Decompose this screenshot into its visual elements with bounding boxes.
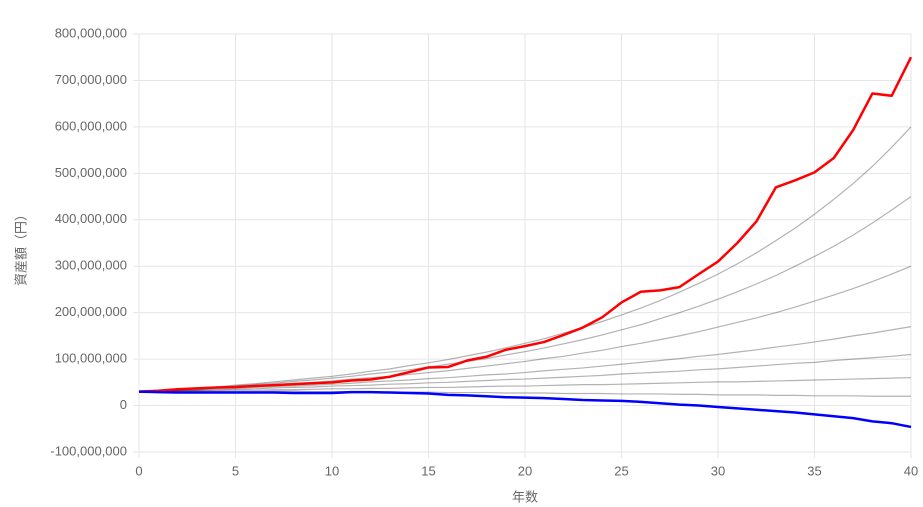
x-tick-label: 15 xyxy=(421,463,435,478)
x-tick-label: 10 xyxy=(325,463,339,478)
x-tick-label: 0 xyxy=(135,463,142,478)
y-tick-label: 0 xyxy=(120,397,127,412)
x-tick-label: 25 xyxy=(614,463,628,478)
series-line xyxy=(138,326,912,393)
series-line xyxy=(138,353,912,393)
y-tick-label: -100,000,000 xyxy=(50,443,127,458)
x-axis-title: 年数 xyxy=(512,489,538,504)
series-line xyxy=(138,390,912,429)
y-tick-label: 600,000,000 xyxy=(55,118,127,133)
y-tick-label: 800,000,000 xyxy=(55,25,127,40)
x-tick-label: 35 xyxy=(807,463,821,478)
x-tick-label: 30 xyxy=(711,463,725,478)
y-tick-label: 700,000,000 xyxy=(55,72,127,87)
y-axis-title: 資産額（円） xyxy=(13,208,28,286)
x-tick-label: 20 xyxy=(518,463,532,478)
y-tick-label: 200,000,000 xyxy=(55,304,127,319)
x-tick-label: 40 xyxy=(904,463,918,478)
series-line xyxy=(138,196,912,393)
y-tick-label: 400,000,000 xyxy=(55,211,127,226)
y-tick-label: 300,000,000 xyxy=(55,258,127,273)
series-line xyxy=(138,56,913,393)
y-tick-label: 500,000,000 xyxy=(55,165,127,180)
series-line xyxy=(138,126,912,393)
x-tick-label: 5 xyxy=(232,463,239,478)
series-line xyxy=(138,377,912,393)
y-tick-label: 100,000,000 xyxy=(55,351,127,366)
